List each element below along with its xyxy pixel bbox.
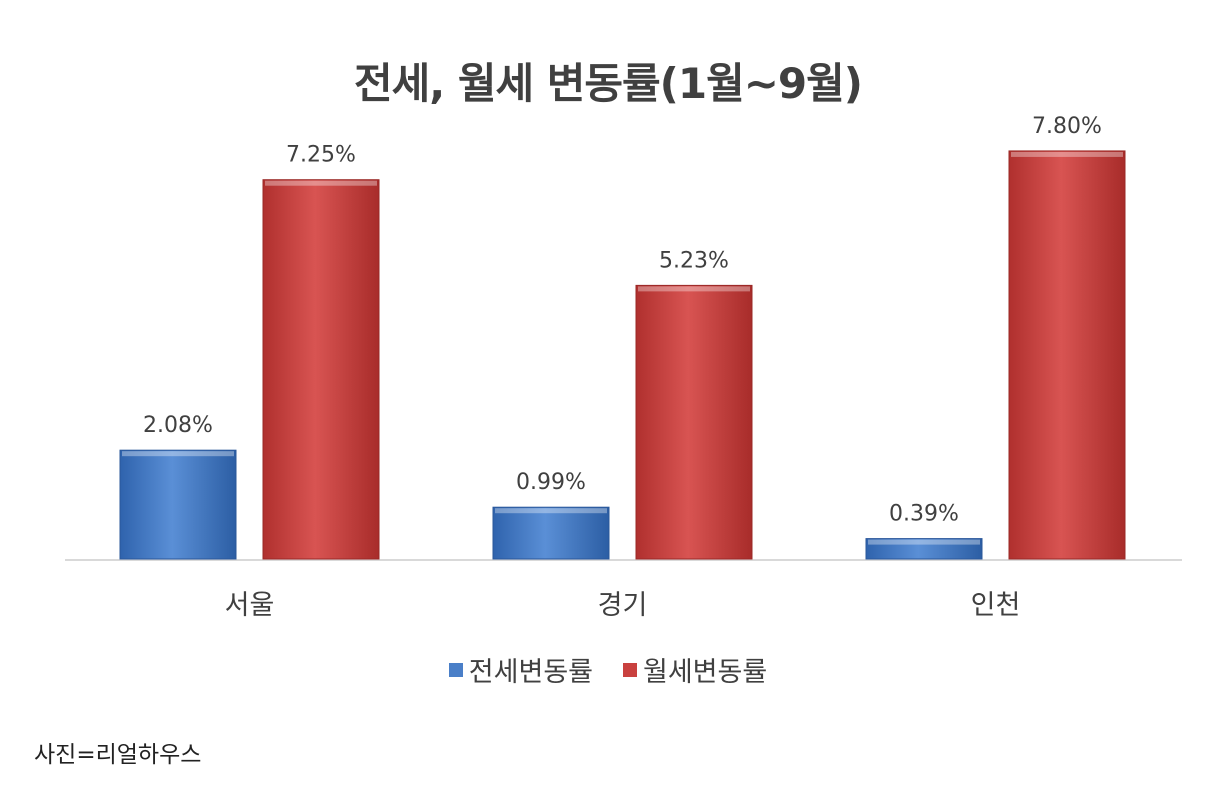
x-tick-label: 서울 [225,590,275,621]
legend-item-jeonse: 전세변동률 [448,650,593,689]
legend-item-wolse: 월세변동률 [623,650,767,689]
x-tick-label: 인천 [971,590,1021,621]
legend-label-wolse: 월세변동률 [643,657,768,688]
data-label: 7.80% [1032,114,1102,139]
chart-title: 전세, 월세 변동률(1월~9월) [354,59,863,108]
data-label: 5.23% [659,248,729,273]
data-label: 0.39% [889,502,959,527]
data-label: 0.99% [516,470,586,495]
legend: 전세변동률 월세변동률 [0,650,1216,689]
bar-highlight [265,180,377,186]
bar-wolse-1 [635,284,753,560]
bar-jeonse-2 [865,538,983,560]
photo-credit: 사진=리얼하우스 [34,742,202,768]
bar-jeonse-0 [119,449,237,560]
data-label: 7.25% [286,143,356,168]
bar-wolse-0 [262,179,380,560]
legend-swatch-jeonse [448,662,463,677]
bar-jeonse-1 [492,506,610,560]
bar-wolse-2 [1008,150,1126,560]
bar-highlight [638,286,750,292]
legend-label-jeonse: 전세변동률 [468,657,593,688]
data-label: 2.08% [143,413,213,438]
x-tick-label: 경기 [598,590,648,621]
legend-swatch-wolse [623,662,637,677]
bar-highlight [122,451,234,457]
bar-highlight [868,539,980,545]
bar-highlight [1011,151,1123,157]
bar-highlight [495,508,607,514]
